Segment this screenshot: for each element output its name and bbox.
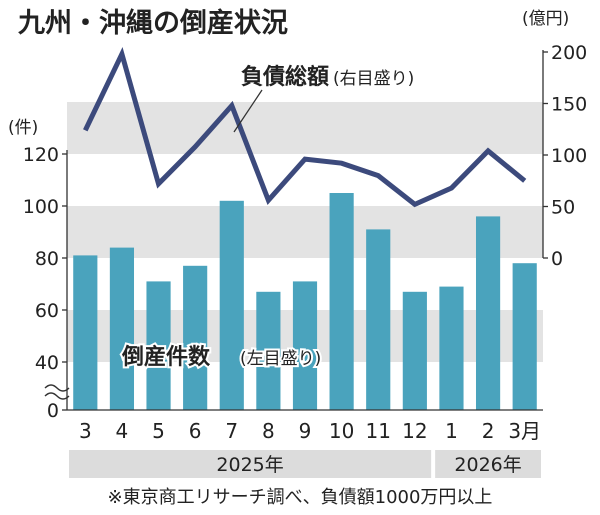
legend-bar: 倒産件数 (左目盛り) bbox=[119, 342, 323, 372]
left-tick-label-120: 120 bbox=[23, 144, 59, 166]
axes: 0 40 60 80 100 120 0 50 100 150 200 bbox=[23, 42, 588, 422]
left-tick-label-40: 40 bbox=[35, 352, 59, 374]
bar-6 bbox=[292, 281, 318, 410]
series-line-負債総額 bbox=[83, 47, 527, 208]
left-tick-label-0: 0 bbox=[47, 400, 59, 422]
bar-series bbox=[73, 193, 537, 410]
bar-0 bbox=[73, 255, 98, 410]
left-axis-unit: (件) bbox=[8, 118, 38, 138]
line-series bbox=[83, 47, 527, 208]
right-tick-label-100: 100 bbox=[551, 145, 587, 167]
legend-leader-line bbox=[233, 89, 263, 133]
bar-5 bbox=[256, 291, 281, 410]
legend-bar-name: 倒産件数 bbox=[121, 344, 211, 370]
right-tick-label-150: 150 bbox=[551, 94, 587, 116]
axis-break-icon bbox=[44, 384, 70, 400]
x-tick-label-12: 3月 bbox=[508, 419, 541, 443]
bar-2 bbox=[146, 281, 171, 410]
legend-line-name: 負債総額 bbox=[241, 64, 329, 90]
x-tick-label-9: 12 bbox=[402, 419, 427, 443]
footnote: ※東京商工リサーチ調べ、負債額1000万円以上 bbox=[108, 487, 493, 508]
bar-9 bbox=[402, 291, 427, 410]
grid-band-1 bbox=[67, 206, 543, 258]
year-band-1 bbox=[435, 450, 541, 478]
x-tick-label-11: 2 bbox=[482, 419, 495, 443]
bar-3 bbox=[183, 265, 208, 410]
right-tick-label-0: 0 bbox=[551, 248, 563, 270]
chart-title: 九州・沖縄の倒産状況 bbox=[18, 7, 288, 39]
year-label-1: 2026年 bbox=[454, 454, 521, 476]
year-label-0: 2025年 bbox=[216, 454, 283, 476]
x-tick-label-8: 11 bbox=[366, 419, 391, 443]
bar-12 bbox=[512, 263, 537, 410]
legend-line-note: (右目盛り) bbox=[333, 69, 414, 89]
left-tick-label-100: 100 bbox=[23, 196, 59, 218]
x-tick-label-10: 1 bbox=[445, 419, 458, 443]
right-tick-label-200: 200 bbox=[551, 42, 587, 64]
x-tick-label-1: 4 bbox=[116, 419, 129, 443]
right-axis-unit: (億円) bbox=[522, 9, 569, 29]
bar-10 bbox=[439, 286, 464, 410]
x-tick-label-0: 3 bbox=[79, 419, 92, 443]
x-tick-label-2: 5 bbox=[152, 419, 165, 443]
bar-1 bbox=[109, 247, 135, 410]
bar-7 bbox=[329, 193, 354, 410]
legend-bar-note: (左目盛り) bbox=[240, 349, 321, 369]
left-tick-label-60: 60 bbox=[35, 300, 59, 322]
x-tick-label-7: 10 bbox=[329, 419, 354, 443]
left-tick-label-80: 80 bbox=[35, 248, 59, 270]
x-tick-label-5: 8 bbox=[262, 419, 275, 443]
legend-line: 負債総額 (右目盛り) bbox=[241, 64, 414, 90]
x-tick-label-6: 9 bbox=[299, 419, 312, 443]
x-tick-label-3: 6 bbox=[189, 419, 202, 443]
right-tick-label-50: 50 bbox=[551, 197, 575, 219]
x-tick-label-4: 7 bbox=[225, 419, 238, 443]
bar-4 bbox=[219, 200, 244, 410]
bar-11 bbox=[475, 216, 501, 410]
year-band-0 bbox=[69, 450, 432, 478]
bar-8 bbox=[366, 229, 391, 410]
